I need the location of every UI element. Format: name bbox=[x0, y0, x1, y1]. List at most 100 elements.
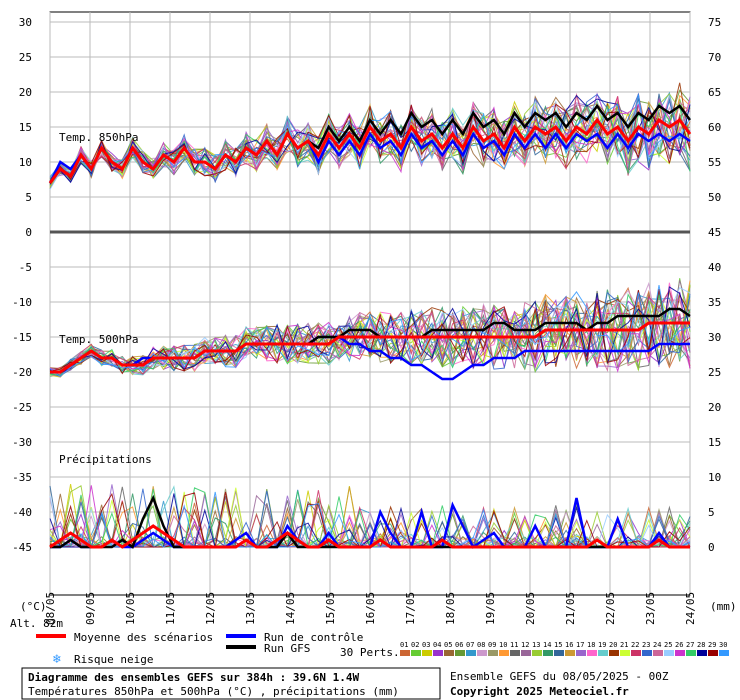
y-tick-right: 0 bbox=[708, 541, 715, 554]
y-tick-right: 40 bbox=[708, 261, 721, 274]
pert-legend-number: 15 bbox=[554, 641, 562, 649]
pert-legend-swatch bbox=[686, 650, 696, 656]
panel-label-850: Temp. 850hPa bbox=[59, 131, 138, 144]
x-tick-label: 11/05 bbox=[164, 592, 177, 625]
y-tick-right: 45 bbox=[708, 226, 721, 239]
x-tick-label: 23/05 bbox=[644, 592, 657, 625]
y-tick-left: -25 bbox=[12, 401, 32, 414]
pert-legend-number: 30 bbox=[719, 641, 727, 649]
title-box bbox=[21, 667, 441, 700]
pert-legend-number: 21 bbox=[620, 641, 628, 649]
pert-legend-number: 01 bbox=[400, 641, 408, 649]
y-tick-left: -20 bbox=[12, 366, 32, 379]
x-tick-label: 09/05 bbox=[84, 592, 97, 625]
x-tick-label: 18/05 bbox=[444, 592, 457, 625]
pert-legend-swatch bbox=[609, 650, 619, 656]
x-tick-label: 08/05 bbox=[44, 592, 57, 625]
pert-legend-number: 20 bbox=[609, 641, 617, 649]
pert-line-28 bbox=[49, 286, 691, 374]
copyright: Copyright 2025 Meteociel.fr bbox=[450, 685, 629, 698]
series-line-mean bbox=[48, 117, 692, 184]
pert-legend-swatch bbox=[620, 650, 630, 656]
y-tick-right: 65 bbox=[708, 86, 721, 99]
y-tick-left: -30 bbox=[12, 436, 32, 449]
pert-legend-swatch bbox=[664, 650, 674, 656]
x-tick-label: 12/05 bbox=[204, 592, 217, 625]
x-tick-label: 13/05 bbox=[244, 592, 257, 625]
pert-legend-number: 06 bbox=[455, 641, 463, 649]
y-tick-left: -45 bbox=[12, 541, 32, 554]
series-line-mean bbox=[49, 524, 690, 549]
pert-legend-number: 12 bbox=[521, 641, 529, 649]
y-tick-left: 5 bbox=[25, 191, 32, 204]
pert-legend-swatch bbox=[488, 650, 498, 656]
panel-label-500: Temp. 500hPa bbox=[59, 333, 138, 346]
y-tick-left: 30 bbox=[19, 16, 32, 29]
pert-legend-swatch bbox=[653, 650, 663, 656]
pert-legend-number: 07 bbox=[466, 641, 474, 649]
pert-legend-swatch bbox=[554, 650, 564, 656]
pert-legend-number: 19 bbox=[598, 641, 606, 649]
y-tick-left: -5 bbox=[19, 261, 32, 274]
pert-legend-number: 05 bbox=[444, 641, 452, 649]
y-tick-left: 0 bbox=[25, 226, 32, 239]
x-tick-label: 20/05 bbox=[524, 592, 537, 625]
x-tick-label: 17/05 bbox=[404, 592, 417, 625]
x-tick-label: 10/05 bbox=[124, 592, 137, 625]
pert-legend-swatch bbox=[510, 650, 520, 656]
pert-legend-number: 13 bbox=[532, 641, 540, 649]
pert-legend-number: 09 bbox=[488, 641, 496, 649]
x-tick-label: 24/05 bbox=[684, 592, 697, 625]
pert-legend-number: 08 bbox=[477, 641, 485, 649]
legend-control-label: Run de contrôle bbox=[264, 631, 363, 644]
pert-legend-swatch bbox=[433, 650, 443, 656]
pert-legend-swatch bbox=[521, 650, 531, 656]
y-tick-right: 50 bbox=[708, 191, 721, 204]
legend-mean-label: Moyenne des scénarios bbox=[74, 631, 213, 644]
y-tick-left: -35 bbox=[12, 471, 32, 484]
pert-legend-number: 27 bbox=[686, 641, 694, 649]
pert-legend-swatch bbox=[675, 650, 685, 656]
pert-legend-swatch bbox=[565, 650, 575, 656]
y-tick-right: 5 bbox=[708, 506, 715, 519]
y-tick-right: 35 bbox=[708, 296, 721, 309]
pert-legend-number: 16 bbox=[565, 641, 573, 649]
pert-legend-swatch bbox=[466, 650, 476, 656]
x-tick-label: 21/05 bbox=[564, 592, 577, 625]
pert-legend-swatch bbox=[455, 650, 465, 656]
pert-line-29 bbox=[49, 103, 691, 185]
left-unit-label: (°C) bbox=[20, 600, 47, 613]
y-tick-right: 20 bbox=[708, 401, 721, 414]
y-tick-right: 25 bbox=[708, 366, 721, 379]
pert-legend-swatch bbox=[477, 650, 487, 656]
main-series-lines bbox=[48, 103, 692, 549]
pert-legend-number: 02 bbox=[411, 641, 419, 649]
y-tick-left: 15 bbox=[19, 121, 32, 134]
series-line-mean bbox=[50, 321, 690, 374]
pert-legend-swatch bbox=[576, 650, 586, 656]
y-tick-left: -10 bbox=[12, 296, 32, 309]
pert-line-30 bbox=[49, 285, 691, 378]
pert-line-26 bbox=[49, 98, 691, 183]
pert-legend-swatch bbox=[598, 650, 608, 656]
pert-legend-number: 28 bbox=[697, 641, 705, 649]
y-tick-left: 25 bbox=[19, 51, 32, 64]
x-tick-label: 15/05 bbox=[324, 592, 337, 625]
pert-legend-number: 24 bbox=[653, 641, 661, 649]
x-tick-label: 22/05 bbox=[604, 592, 617, 625]
pert-legend-number: 22 bbox=[631, 641, 639, 649]
pert-legend-number: 26 bbox=[675, 641, 683, 649]
pert-line-29 bbox=[49, 289, 691, 375]
pert-legend-swatch bbox=[719, 650, 729, 656]
panel-label-precip: Précipitations bbox=[59, 453, 152, 466]
pert-legend-number: 18 bbox=[587, 641, 595, 649]
pert-legend-swatch bbox=[642, 650, 652, 656]
pert-legend-swatch bbox=[631, 650, 641, 656]
pert-legend-swatch bbox=[587, 650, 597, 656]
pert-legend-swatch bbox=[532, 650, 542, 656]
x-tick-label: 19/05 bbox=[484, 592, 497, 625]
pert-legend-number: 03 bbox=[422, 641, 430, 649]
pert-legend-number: 25 bbox=[664, 641, 672, 649]
